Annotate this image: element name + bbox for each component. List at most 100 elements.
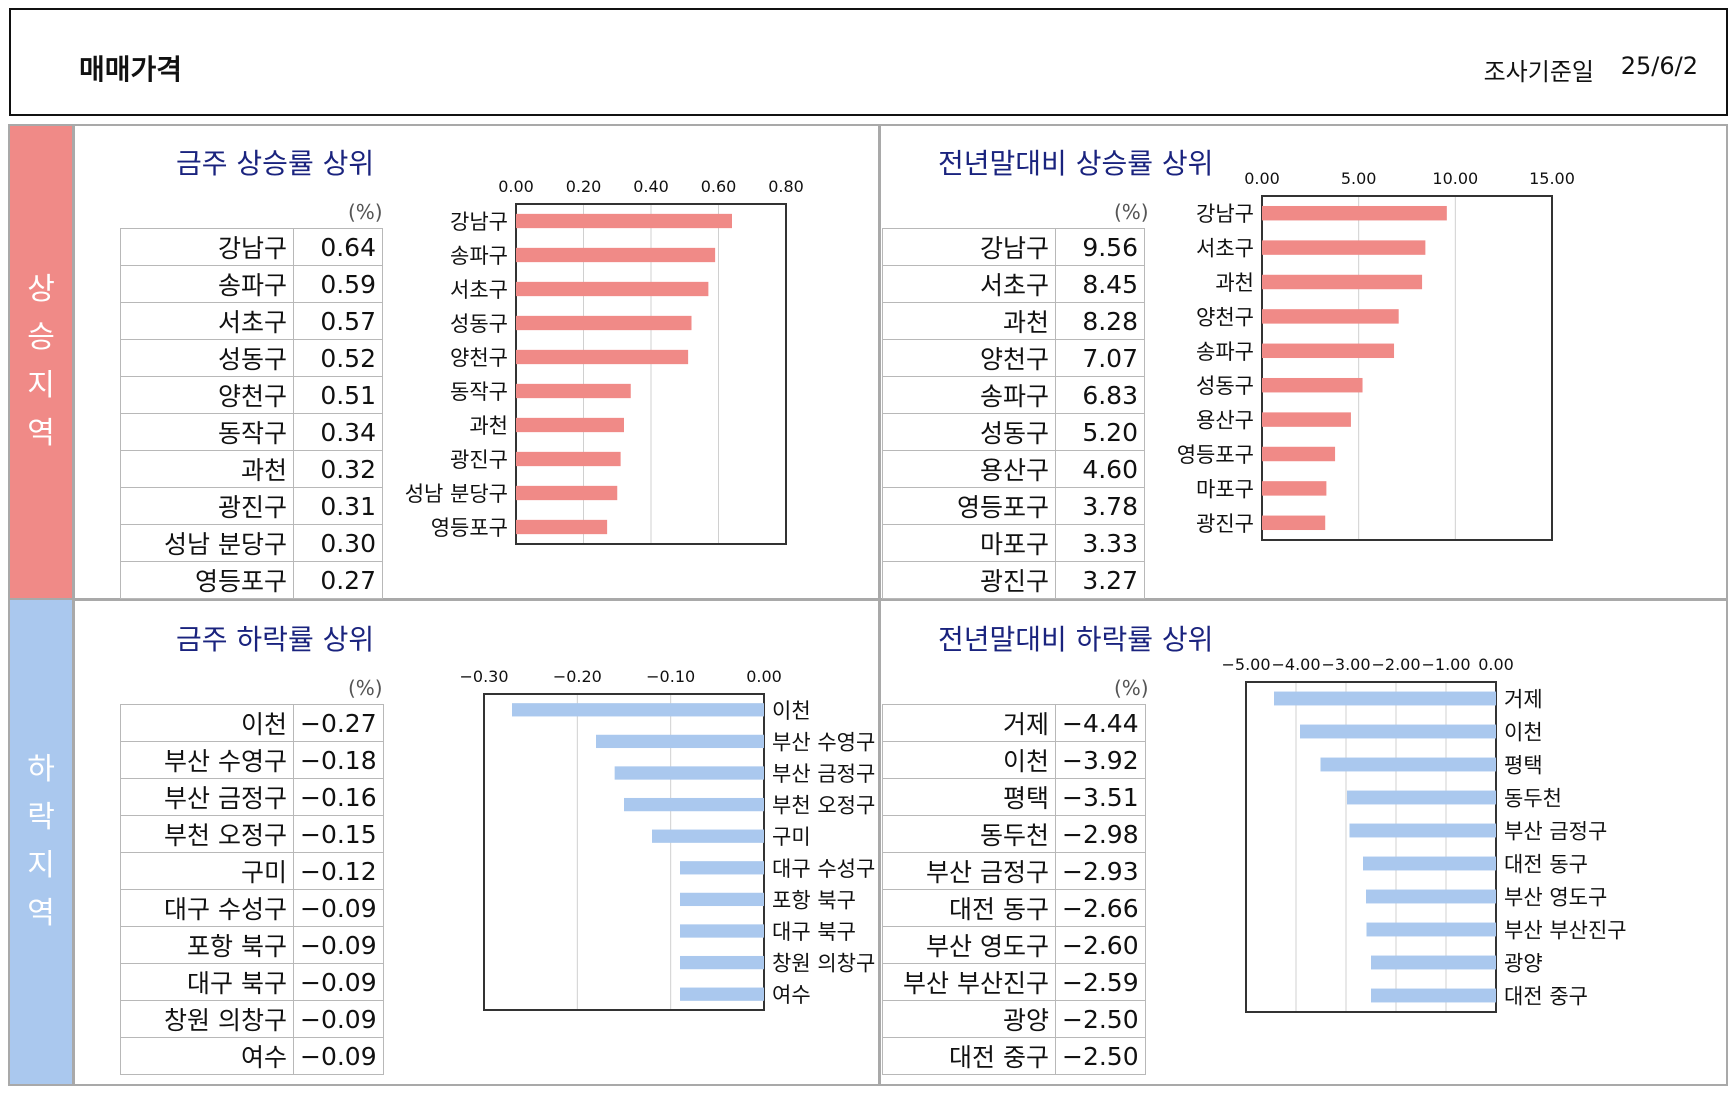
change-rate: 3.78	[1055, 487, 1145, 525]
change-rate: 0.32	[293, 450, 383, 488]
table-row: 양천구 0.51	[120, 376, 383, 414]
category-label: 부산 부산진구	[1504, 919, 1627, 943]
table-row: 서초구 8.45	[882, 265, 1145, 303]
region-name: 부산 수영구	[120, 741, 294, 779]
tick-label: −2.00	[1371, 655, 1420, 674]
side-char: 지	[27, 848, 55, 883]
category-label: 구미	[772, 825, 811, 849]
category-label: 동두천	[1504, 787, 1562, 811]
side-char: 하	[27, 752, 55, 787]
change-rate: 0.30	[293, 524, 383, 562]
table-row: 대전 동구 −2.66	[882, 889, 1146, 927]
bar	[680, 955, 764, 970]
table-row: 서초구 0.57	[120, 302, 383, 340]
panel-ytd-down: 전년말대비 하락률 상위 (%) 거제 −4.44 이천 −3.92 평택 −3.51 동두…	[882, 602, 1682, 1075]
category-label: 부산 금정구	[772, 762, 875, 786]
bar	[1349, 823, 1496, 838]
region-name: 대구 수성구	[120, 889, 294, 927]
bar	[1262, 446, 1336, 462]
category-label: 과천	[469, 414, 508, 438]
divider	[878, 126, 881, 1084]
region-name: 부산 영도구	[882, 926, 1056, 964]
region-name: 과천	[120, 450, 294, 488]
change-rate: 0.64	[293, 228, 383, 266]
region-name: 구미	[120, 852, 294, 890]
category-label: 마포구	[1196, 477, 1254, 501]
category-label: 대전 중구	[1504, 985, 1588, 1009]
change-rate: −3.51	[1055, 778, 1146, 816]
change-rate: −2.66	[1055, 889, 1146, 927]
bar	[516, 281, 709, 297]
category-label: 영등포구	[1177, 443, 1254, 467]
bar	[1363, 856, 1496, 871]
region-name: 대전 중구	[882, 1037, 1056, 1075]
tick-label: −3.00	[1321, 655, 1370, 674]
table-row: 송파구 6.83	[882, 376, 1145, 414]
plot-frame	[483, 693, 765, 1011]
panel-title: 금주 하락률 상위	[176, 623, 375, 656]
region-name: 성남 분당구	[120, 524, 294, 562]
change-rate: 0.34	[293, 413, 383, 451]
change-rate: −2.60	[1055, 926, 1146, 964]
change-rate: −2.50	[1055, 1000, 1146, 1038]
change-rate: −2.93	[1055, 852, 1146, 890]
tick-label: 15.00	[1529, 169, 1575, 188]
table-row: 대구 수성구 −0.09	[120, 889, 384, 927]
panel-title: 전년말대비 상승률 상위	[938, 147, 1214, 180]
unit-label: (%)	[1114, 200, 1149, 224]
category-label: 서초구	[450, 278, 508, 302]
side-char: 역	[27, 896, 55, 931]
divider	[72, 598, 1726, 601]
region-name: 대구 북구	[120, 963, 294, 1001]
change-rate: 0.57	[293, 302, 383, 340]
table-row: 평택 −3.51	[882, 778, 1146, 816]
table-row: 부산 영도구 −2.60	[882, 926, 1146, 964]
category-label: 대전 동구	[1504, 853, 1588, 877]
ranking-table: 강남구 9.56 서초구 8.45 과천 8.28 양천구 7.07 송파구 6.83 성동구 5.2…	[882, 228, 1145, 599]
tick-label: 0.60	[701, 177, 737, 196]
change-rate: 4.60	[1055, 450, 1145, 488]
bar-chart-weekly-up: 0.00 0.20 0.40 0.60 0.80 강남구송파구서초구성동구양천구동작구과천…	[405, 177, 804, 545]
tick-label: 0.00	[746, 667, 782, 686]
ranking-table: 거제 −4.44 이천 −3.92 평택 −3.51 동두천 −2.98 부산 금정구 −2.93…	[882, 704, 1146, 1075]
bar	[516, 451, 621, 467]
bar	[516, 213, 732, 229]
tick-label: −5.00	[1221, 655, 1270, 674]
change-rate: 0.52	[293, 339, 383, 377]
bar	[516, 383, 631, 399]
panel-title: 전년말대비 하락률 상위	[938, 623, 1214, 656]
bar	[1262, 481, 1327, 496]
bar	[1262, 515, 1326, 531]
bar	[1262, 309, 1399, 324]
category-label: 용산구	[1196, 409, 1254, 433]
change-rate: 8.45	[1055, 265, 1145, 303]
unit-label: (%)	[348, 200, 383, 224]
category-label: 포항 북구	[772, 888, 856, 912]
plot-frame	[515, 203, 787, 545]
tick-label: −4.00	[1271, 655, 1320, 674]
region-name: 서초구	[120, 302, 294, 340]
table-row: 부산 부산진구 −2.59	[882, 963, 1146, 1001]
category-label: 광진구	[450, 448, 508, 472]
table-row: 이천 −3.92	[882, 741, 1146, 779]
plot-frame	[1261, 195, 1553, 541]
bar	[614, 766, 764, 780]
falling-regions-label: 하 락 지 역	[10, 600, 72, 1084]
category-label: 광양	[1504, 952, 1543, 976]
category-label: 부산 금정구	[1504, 820, 1607, 844]
bar	[1262, 240, 1426, 255]
category-label: 평택	[1504, 754, 1543, 778]
bar	[1262, 205, 1447, 221]
bar	[596, 734, 764, 749]
change-rate: −0.27	[293, 704, 384, 742]
bar	[516, 349, 689, 365]
category-label: 거제	[1504, 688, 1543, 712]
category-label: 부천 오정구	[772, 794, 875, 818]
region-name: 영등포구	[882, 487, 1056, 525]
bar	[680, 924, 764, 938]
tick-label: 0.20	[566, 177, 602, 196]
region-name: 이천	[120, 704, 294, 742]
tick-label: −1.00	[1421, 655, 1470, 674]
category-label: 창원 의창구	[772, 952, 875, 976]
